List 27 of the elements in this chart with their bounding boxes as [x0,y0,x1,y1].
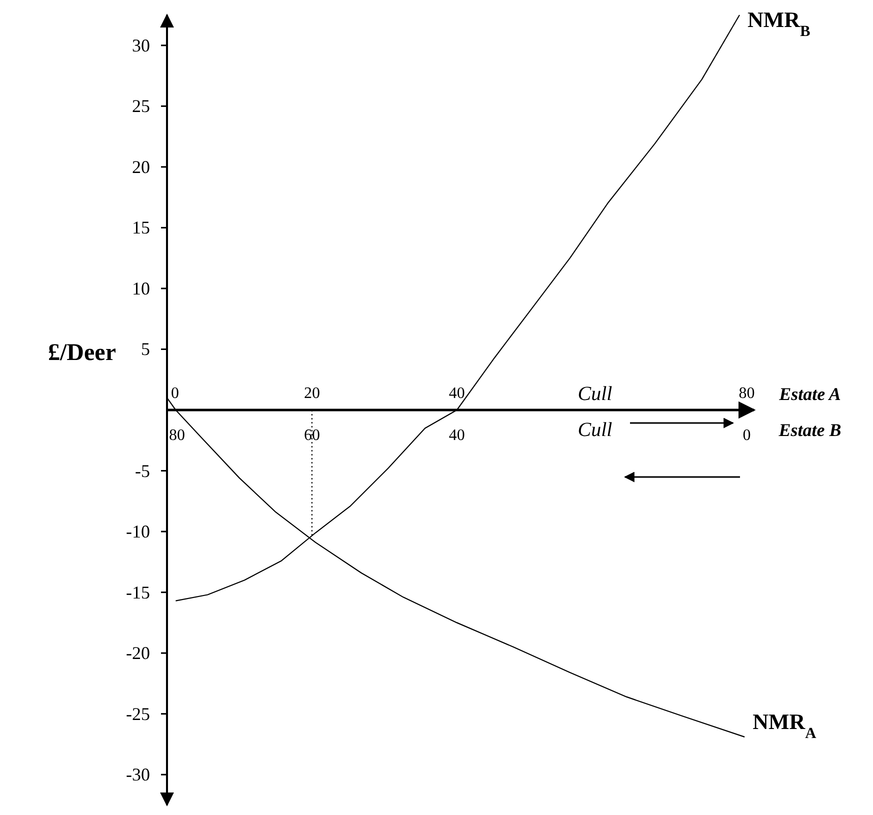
text: Estate B [778,420,842,440]
y-tick-label: -20 [126,643,150,664]
y-axis-title: £/Deer [48,340,116,366]
x-tick-label: 20 [304,385,320,402]
x-tick-label: 40 [448,385,465,402]
series-label: NMR$_{B}$ [748,7,810,40]
y-tick-label: 30 [132,35,150,56]
x2-tick-label: 80 [169,427,185,444]
y-tick-label: 5 [141,339,150,360]
y-tick-label: -10 [126,522,150,542]
annotation: Cull [578,383,613,405]
text: Estate A [778,384,841,404]
series-label: NMR$_{A}$ [752,708,816,742]
y-tick-label: -5 [135,460,150,481]
x2-tick-label: 0 [742,427,751,444]
y-tick-label: 15 [132,218,150,238]
y-tick-label: 10 [132,278,150,298]
x2-tick-label: 60 [304,427,320,444]
x-tick-label: 80 [738,385,755,402]
y-tick-label: -30 [126,764,150,785]
y-tick-label: 25 [132,96,150,116]
y-tick-label: -15 [126,582,150,602]
y-tick-label: 20 [132,156,150,177]
y-tick-label: -25 [126,704,150,724]
x2-tick-label: 40 [448,427,465,444]
x-tick-label: 0 [171,385,179,402]
annotation: Cull [578,419,613,441]
